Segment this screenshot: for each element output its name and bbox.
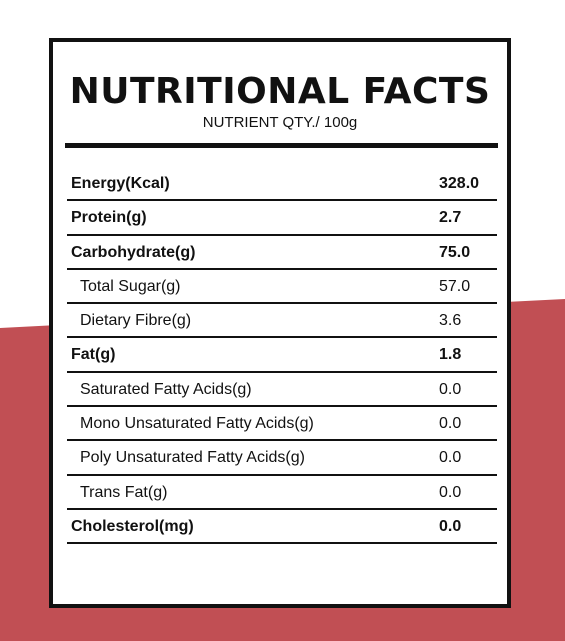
nutrient-row: Total Sugar(g) 57.0 bbox=[67, 270, 497, 305]
header-divider bbox=[65, 143, 498, 148]
nutrient-qty: 0.0 bbox=[439, 517, 462, 535]
nutrient-name: Dietary Fibre(g) bbox=[80, 312, 192, 330]
nutrition-label: NUTRITIONAL FACTS NUTRIENT QTY./ 100g En… bbox=[49, 38, 511, 608]
nutrient-qty: 0.0 bbox=[439, 483, 462, 501]
nutrient-row: Protein(g) 2.7 bbox=[67, 201, 497, 236]
nutrient-name: Saturated Fatty Acids(g) bbox=[80, 380, 252, 398]
nutrient-name: Mono Unsaturated Fatty Acids(g) bbox=[80, 415, 314, 433]
nutrient-name: Cholesterol(mg) bbox=[71, 517, 194, 535]
nutrient-qty: 3.6 bbox=[439, 312, 462, 330]
nutrient-name: Total Sugar(g) bbox=[80, 277, 181, 295]
nutrient-table: Energy(Kcal) 328.0 Protein(g) 2.7 Carboh… bbox=[67, 167, 497, 545]
label-title: NUTRITIONAL FACTS bbox=[69, 71, 491, 112]
nutrient-row: Fat(g) 1.8 bbox=[67, 338, 497, 373]
nutrient-qty: 57.0 bbox=[439, 277, 471, 295]
nutrient-row: Cholesterol(mg) 0.0 bbox=[67, 510, 497, 545]
nutrient-row: Saturated Fatty Acids(g) 0.0 bbox=[67, 373, 497, 408]
nutrient-qty: 2.7 bbox=[439, 209, 462, 227]
nutrient-qty: 0.0 bbox=[439, 380, 462, 398]
nutrient-row: Energy(Kcal) 328.0 bbox=[67, 167, 497, 202]
nutrient-qty: 1.8 bbox=[439, 346, 462, 364]
nutrient-name: Fat(g) bbox=[71, 346, 116, 364]
nutrient-qty: 0.0 bbox=[439, 449, 462, 467]
nutrient-row: Mono Unsaturated Fatty Acids(g) 0.0 bbox=[67, 407, 497, 442]
nutrient-name: Trans Fat(g) bbox=[80, 483, 168, 501]
nutrient-row: Dietary Fibre(g) 3.6 bbox=[67, 304, 497, 339]
nutrient-name: Carbohydrate(g) bbox=[71, 243, 196, 261]
nutrient-qty: 0.0 bbox=[439, 415, 462, 433]
nutrient-name: Poly Unsaturated Fatty Acids(g) bbox=[80, 449, 305, 467]
nutrient-name: Protein(g) bbox=[71, 209, 147, 227]
nutrient-row: Trans Fat(g) 0.0 bbox=[67, 476, 497, 510]
nutrient-row: Poly Unsaturated Fatty Acids(g) 0.0 bbox=[67, 441, 497, 476]
nutrient-qty: 328.0 bbox=[439, 175, 480, 192]
nutrient-qty: 75.0 bbox=[439, 243, 471, 261]
nutrient-row: Carbohydrate(g) 75.0 bbox=[67, 236, 497, 270]
nutrient-name: Energy(Kcal) bbox=[71, 175, 170, 192]
label-subtitle: NUTRIENT QTY./ 100g bbox=[202, 114, 358, 131]
